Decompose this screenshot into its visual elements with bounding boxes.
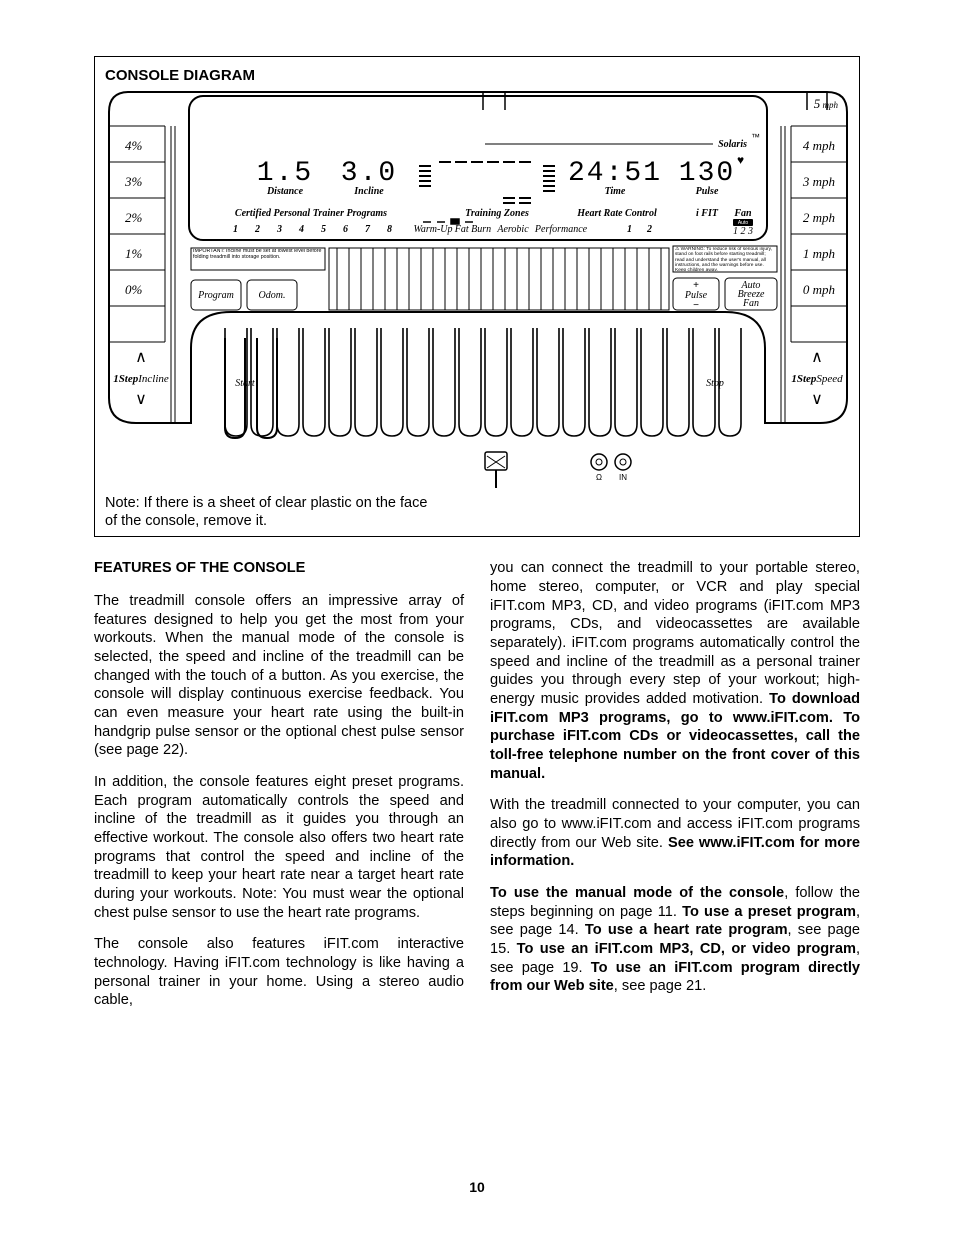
svg-text:3: 3 — [276, 224, 282, 235]
svg-text:Time: Time — [605, 186, 626, 197]
svg-text:Distance: Distance — [266, 186, 304, 197]
svg-text:Odom.: Odom. — [259, 290, 286, 301]
console-diagram: 5 mph Solaris ™ 1.5 Distance 3.0 Incline… — [105, 88, 851, 488]
paragraph-1: The treadmill console offers an impressi… — [94, 592, 464, 760]
page-number: 10 — [0, 1179, 954, 1195]
svg-text:Pulse: Pulse — [696, 186, 719, 197]
svg-text:4: 4 — [298, 224, 304, 235]
paragraph-6: To use the manual mode of the console, f… — [490, 884, 860, 996]
svg-text:1 2 3: 1 2 3 — [733, 226, 753, 237]
paragraph-3: The console also features iFIT.com inter… — [94, 935, 464, 1010]
svg-text:∧: ∧ — [811, 349, 823, 366]
svg-text:1: 1 — [233, 224, 238, 235]
svg-text:Fan: Fan — [742, 298, 759, 309]
svg-text:Start: Start — [235, 378, 255, 389]
svg-text:Warm-Up: Warm-Up — [413, 224, 452, 235]
svg-text:5 mph: 5 mph — [814, 96, 839, 111]
svg-text:8: 8 — [387, 224, 392, 235]
svg-text:Certified Personal Trainer Pro: Certified Personal Trainer Programs — [235, 208, 387, 219]
svg-text:Heart Rate Control: Heart Rate Control — [576, 208, 657, 219]
svg-text:1: 1 — [627, 224, 632, 235]
svg-text:2: 2 — [646, 224, 652, 235]
svg-text:Solaris: Solaris — [718, 139, 747, 150]
svg-text:2%: 2% — [125, 210, 143, 225]
svg-text:Fat Burn: Fat Burn — [454, 224, 491, 235]
svg-text:5: 5 — [321, 224, 326, 235]
left-column: FEATURES OF THE CONSOLE The treadmill co… — [94, 559, 464, 1023]
svg-text:3.0: 3.0 — [341, 158, 397, 189]
svg-text:∨: ∨ — [135, 391, 147, 408]
svg-text:−: − — [693, 300, 699, 311]
svg-text:Ω: Ω — [596, 473, 602, 482]
svg-text:Program: Program — [197, 290, 234, 301]
body-columns: FEATURES OF THE CONSOLE The treadmill co… — [94, 559, 860, 1023]
svg-text:™: ™ — [751, 132, 760, 142]
svg-text:2 mph: 2 mph — [803, 210, 835, 225]
svg-text:4 mph: 4 mph — [803, 138, 835, 153]
svg-text:0%: 0% — [125, 282, 143, 297]
svg-text:Performance: Performance — [534, 224, 588, 235]
svg-text:Stop: Stop — [706, 378, 724, 389]
svg-text:130: 130 — [679, 158, 735, 189]
svg-text:i FIT: i FIT — [696, 208, 719, 219]
svg-text:6: 6 — [343, 224, 348, 235]
diagram-note: Note: If there is a sheet of clear plast… — [105, 494, 440, 530]
svg-text:∧: ∧ — [135, 349, 147, 366]
right-column: you can connect the treadmill to your po… — [490, 559, 860, 1023]
svg-text:7: 7 — [365, 224, 371, 235]
svg-text:IN: IN — [619, 473, 627, 482]
svg-text:3%: 3% — [124, 174, 143, 189]
svg-text:1 mph: 1 mph — [803, 246, 835, 261]
paragraph-2: In addition, the console features eight … — [94, 773, 464, 922]
svg-text:3 mph: 3 mph — [802, 174, 835, 189]
console-diagram-box: CONSOLE DIAGRAM 5 mph Solaris ™ 1.5 Dist… — [94, 56, 860, 537]
svg-text:1StepIncline: 1StepIncline — [113, 373, 169, 385]
svg-text:2: 2 — [254, 224, 260, 235]
svg-text:Incline: Incline — [353, 186, 384, 197]
svg-text:4%: 4% — [125, 138, 143, 153]
svg-text:Training Zones: Training Zones — [465, 208, 529, 219]
svg-text:∨: ∨ — [811, 391, 823, 408]
svg-text:Aerobic: Aerobic — [496, 224, 529, 235]
diagram-title: CONSOLE DIAGRAM — [105, 67, 849, 84]
features-heading: FEATURES OF THE CONSOLE — [94, 559, 464, 578]
svg-text:♥: ♥ — [737, 153, 744, 167]
svg-text:1.5: 1.5 — [257, 158, 313, 189]
svg-text:0 mph: 0 mph — [803, 282, 835, 297]
svg-text:1StepSpeed: 1StepSpeed — [791, 373, 843, 385]
svg-text:Fan: Fan — [733, 208, 752, 219]
paragraph-4: you can connect the treadmill to your po… — [490, 559, 860, 783]
svg-text:1%: 1% — [125, 246, 143, 261]
svg-text:24:51: 24:51 — [568, 158, 662, 189]
paragraph-5: With the treadmill connected to your com… — [490, 796, 860, 871]
